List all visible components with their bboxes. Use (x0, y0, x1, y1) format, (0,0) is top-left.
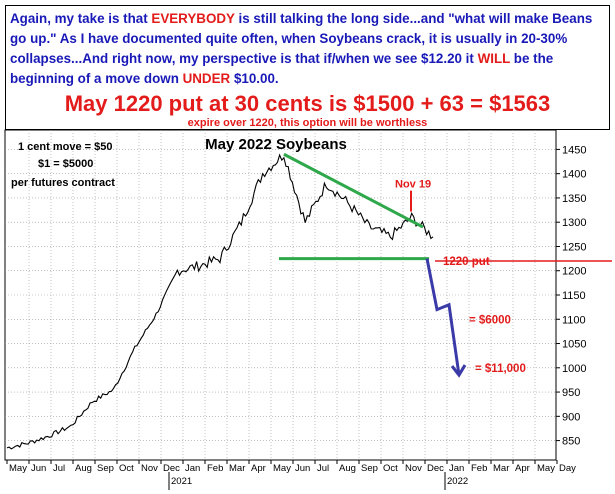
y-tick-label: 1300 (562, 217, 586, 229)
headline: May 1220 put at 30 cents is $1500 + 63 =… (64, 91, 551, 116)
grid-lines (5, 130, 556, 460)
subline: expire over 1220, this option will be wo… (187, 117, 428, 129)
y-axis: 850 900 950 1000 1050 1100 1150 1200 1250 1300 135… (556, 144, 586, 448)
note-line-2: $1 = $5000 (38, 158, 93, 170)
x-year-label: 2021 (171, 476, 192, 487)
x-tick-label: Mar (493, 463, 509, 474)
x-tick-label: Sep (361, 463, 378, 474)
y-tick-label: 900 (562, 411, 580, 423)
y-tick-label: 1050 (562, 339, 586, 351)
y-tick-label: 950 (562, 387, 580, 399)
y-tick-label: 1100 (562, 314, 586, 326)
annotations: Nov 19 1220 put = $6000 = $11,000 (395, 178, 612, 375)
x-tick-label: Oct (119, 463, 134, 474)
annotation-11000: = $11,000 (475, 363, 526, 375)
x-tick-label: Jun (31, 463, 46, 474)
x-tick-label: Aug (339, 463, 356, 474)
paragraph-segment: Again, my take is that (10, 11, 152, 26)
annotation-nov19: Nov 19 (395, 178, 431, 190)
x-tick-label: Day (559, 463, 576, 474)
x-tick-label: Feb (471, 463, 487, 474)
annotation-6000: = $6000 (469, 314, 511, 326)
price-line (6, 153, 434, 450)
x-axis: May Jun Jul Aug Sep Oct Nov Dec Jan Feb Mar Apr May J… (6, 460, 576, 490)
y-tick-label: 1350 (562, 193, 586, 205)
projection-arrowhead (450, 364, 467, 378)
y-tick-label: 1250 (562, 241, 586, 253)
x-tick-label: Nov (405, 463, 422, 474)
chart-title: May 2022 Soybeans (205, 136, 347, 153)
emphasis-word: UNDER (182, 71, 231, 86)
projection-path (425, 258, 461, 376)
annotation-1220-put: 1220 put (443, 256, 490, 268)
y-tick-label: 1000 (562, 363, 586, 375)
y-tick-label: 1400 (562, 169, 586, 181)
y-tick-label: 850 (562, 436, 580, 448)
x-tick-label: Dec (427, 463, 444, 474)
note-line-3: per futures contract (11, 177, 115, 189)
x-tick-label: Nov (141, 463, 158, 474)
x-tick-label: Jul (53, 463, 65, 474)
y-tick-label: 1200 (562, 266, 586, 278)
trend-lines (279, 152, 429, 261)
x-tick-label: Apr (251, 463, 266, 474)
paragraph-segment: be the beginning of a move down (10, 51, 554, 86)
projection-arrow (425, 258, 467, 378)
paragraph-segment: $10.00. (230, 71, 279, 86)
x-tick-label: May (273, 463, 291, 474)
x-year-label: 2022 (447, 476, 468, 487)
paragraph-segment: is still talking the long side...and "wh… (10, 11, 593, 66)
x-tick-label: Mar (229, 463, 245, 474)
x-tick-label: Jan (185, 463, 200, 474)
x-tick-label: Aug (75, 463, 92, 474)
commentary-box: Again, my take is that EVERYBODY is stil… (5, 5, 610, 130)
x-tick-label: Feb (207, 463, 223, 474)
emphasis-word: EVERYBODY (151, 11, 235, 26)
x-tick-label: May (9, 463, 27, 474)
x-tick-label: Sep (97, 463, 114, 474)
x-tick-label: Dec (163, 463, 180, 474)
x-tick-label: Jul (317, 463, 329, 474)
emphasis-word: WILL (477, 51, 511, 66)
y-tick-label: 1450 (562, 144, 586, 156)
x-tick-label: May (537, 463, 555, 474)
x-tick-label: Apr (515, 463, 530, 474)
resistance-trendline (283, 152, 424, 229)
x-tick-label: Jun (295, 463, 310, 474)
commentary-paragraph: Again, my take is that EVERYBODY is stil… (10, 9, 606, 89)
x-tick-label: Jan (449, 463, 464, 474)
y-tick-label: 1150 (562, 290, 586, 302)
price-series (6, 153, 434, 450)
note-line-1: 1 cent move = $50 (18, 141, 112, 153)
x-tick-label: Oct (383, 463, 398, 474)
